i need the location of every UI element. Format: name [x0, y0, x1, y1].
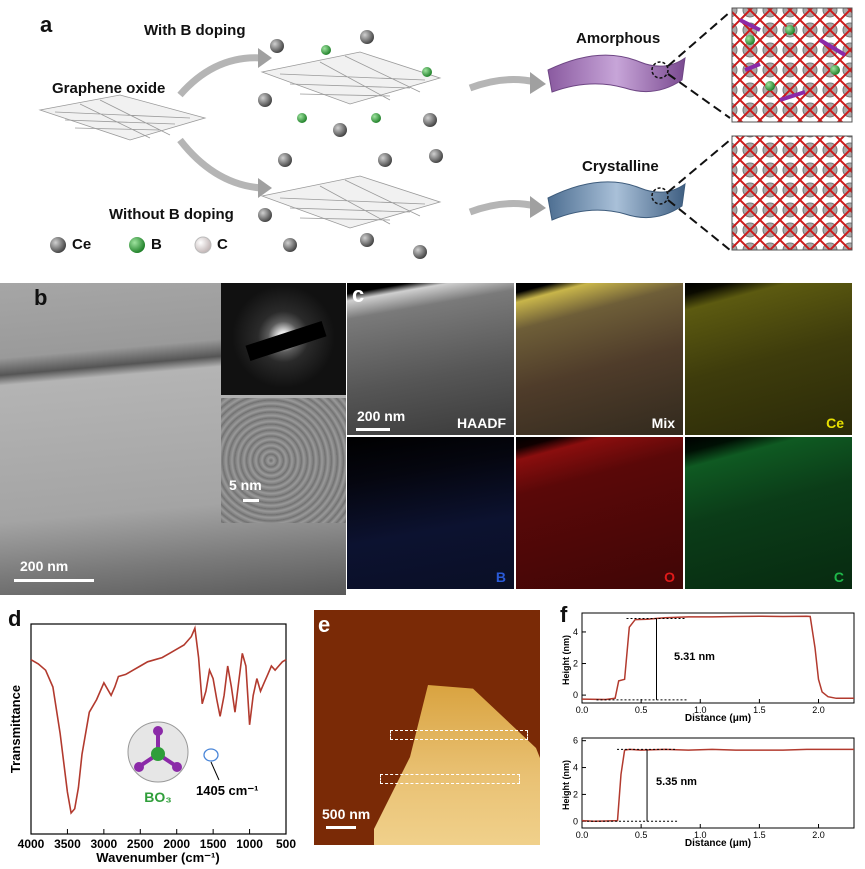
height-xtick-label: 1.0 — [694, 705, 707, 715]
arrow-right-top — [468, 76, 536, 92]
height-ytick-label: 4 — [573, 763, 578, 773]
crystalline-structure — [731, 135, 853, 251]
height-ytick-label: 4 — [573, 627, 578, 637]
map-scalebar — [356, 428, 390, 431]
saed-inset — [221, 283, 346, 395]
height-series-line-bottom — [581, 748, 854, 823]
height-xtick-label: 0.0 — [576, 830, 589, 840]
ftir-xtick-label: 500 — [276, 837, 296, 851]
ce-atoms — [258, 30, 443, 259]
tem-scalebar — [14, 579, 94, 582]
graphene-sheet-top — [260, 51, 442, 105]
amorphous-label: Amorphous — [576, 30, 661, 47]
hrtem-inset: 5 nm — [221, 398, 346, 523]
arrow-bottom — [177, 137, 263, 192]
amorphous-disorder — [739, 18, 847, 102]
panel-a-schematic — [38, 7, 853, 259]
b-atoms — [297, 45, 432, 123]
panel-d-label: d — [8, 606, 22, 631]
without-b-label: Without B doping — [109, 206, 234, 223]
panel-c-label: c — [352, 282, 365, 307]
beam-stopper — [245, 321, 327, 361]
graphene-sheet-bottom — [260, 175, 442, 229]
panel-a-label: a — [40, 12, 53, 37]
f-bottom-ylabel: Height (nm) — [562, 760, 571, 810]
ftir-xtick-label: 3000 — [91, 837, 118, 851]
panel-b-label: b — [34, 285, 48, 310]
height-xtick-label: 1.5 — [753, 830, 766, 840]
height-xtick-label: 1.0 — [694, 830, 707, 840]
height-profile-bottom: 0.0 0.5 1.0 1.5 2.0 0 2 4 6 Distance (μm) Height… — [562, 736, 855, 849]
f-top-annotation: 5.31 nm — [674, 651, 715, 663]
legend-ce: Ce — [72, 236, 92, 253]
height-ytick-label: 0 — [573, 816, 578, 826]
hrtem-scale-label: 5 nm — [229, 477, 262, 493]
legend-b: B — [151, 236, 162, 253]
tem-scale-label: 200 nm — [20, 558, 69, 574]
panel-f-label: f — [560, 602, 568, 627]
bo3-label: BO₃ — [144, 789, 171, 805]
ftir-xtick-label: 3500 — [54, 837, 81, 851]
ftir-chart: 4000 3500 3000 2500 2000 1500 1000 500 Transmit… — [8, 623, 296, 865]
height-xtick-label: 0.5 — [635, 830, 648, 840]
map-o: O — [516, 437, 683, 589]
afm-scale-label: 500 nm — [322, 806, 371, 822]
height-profile-top: 0.0 0.5 1.0 1.5 2.0 0 2 4 Distance (μm) Height … — [562, 612, 855, 723]
afm-line-top — [390, 730, 528, 740]
height-series-line-top — [581, 615, 854, 701]
ftir-xtick-label: 4000 — [18, 837, 45, 851]
amorphous-ribbon — [547, 54, 686, 93]
height-xtick-label: 2.0 — [812, 830, 825, 840]
map-b: B — [347, 437, 514, 589]
ftir-xlabel: Wavenumber (cm⁻¹) — [96, 850, 219, 865]
map-haadf: HAADF — [347, 283, 514, 435]
afm-image — [314, 610, 540, 845]
map-mix: Mix — [516, 283, 683, 435]
ftir-xtick-label: 2500 — [127, 837, 154, 851]
height-ytick-label: 6 — [573, 736, 578, 746]
ftir-series-line — [30, 625, 287, 815]
panel-e-label: e — [318, 612, 331, 637]
legend-c: C — [217, 236, 228, 253]
map-c: C — [685, 437, 852, 589]
crystalline-label: Crystalline — [582, 158, 659, 175]
height-ytick-label: 2 — [573, 789, 578, 799]
map-ce: Ce — [685, 283, 852, 435]
arrow-top — [177, 54, 263, 98]
height-xtick-label: 2.0 — [812, 705, 825, 715]
arrow-right-bottom — [468, 200, 536, 216]
ftir-ylabel: Transmittance — [8, 685, 23, 773]
ftir-xtick-label: 2000 — [163, 837, 190, 851]
f-top-xlabel: Distance (μm) — [685, 713, 751, 723]
f-bottom-annotation: 5.35 nm — [656, 776, 697, 788]
crystalline-ribbon — [547, 181, 686, 221]
ftir-annotation: 1405 cm⁻¹ — [196, 783, 259, 798]
f-bottom-xlabel: Distance (μm) — [685, 838, 751, 849]
ftir-xtick-label: 1500 — [200, 837, 227, 851]
height-xtick-label: 0.0 — [576, 705, 589, 715]
afm-scalebar — [326, 826, 356, 829]
height-ytick-label: 0 — [573, 690, 578, 700]
ftir-xtick-label: 1000 — [236, 837, 263, 851]
f-top-ylabel: Height (nm) — [562, 635, 571, 685]
map-scale-label: 200 nm — [357, 408, 406, 424]
go-label: Graphene oxide — [52, 80, 166, 97]
afm-flake — [374, 685, 540, 845]
height-ytick-label: 2 — [573, 659, 578, 669]
height-xtick-label: 1.5 — [753, 705, 766, 715]
graphene-sheet-left — [38, 94, 207, 141]
afm-line-bottom — [380, 774, 520, 784]
height-xtick-label: 0.5 — [635, 705, 648, 715]
with-b-label: With B doping — [144, 22, 246, 39]
